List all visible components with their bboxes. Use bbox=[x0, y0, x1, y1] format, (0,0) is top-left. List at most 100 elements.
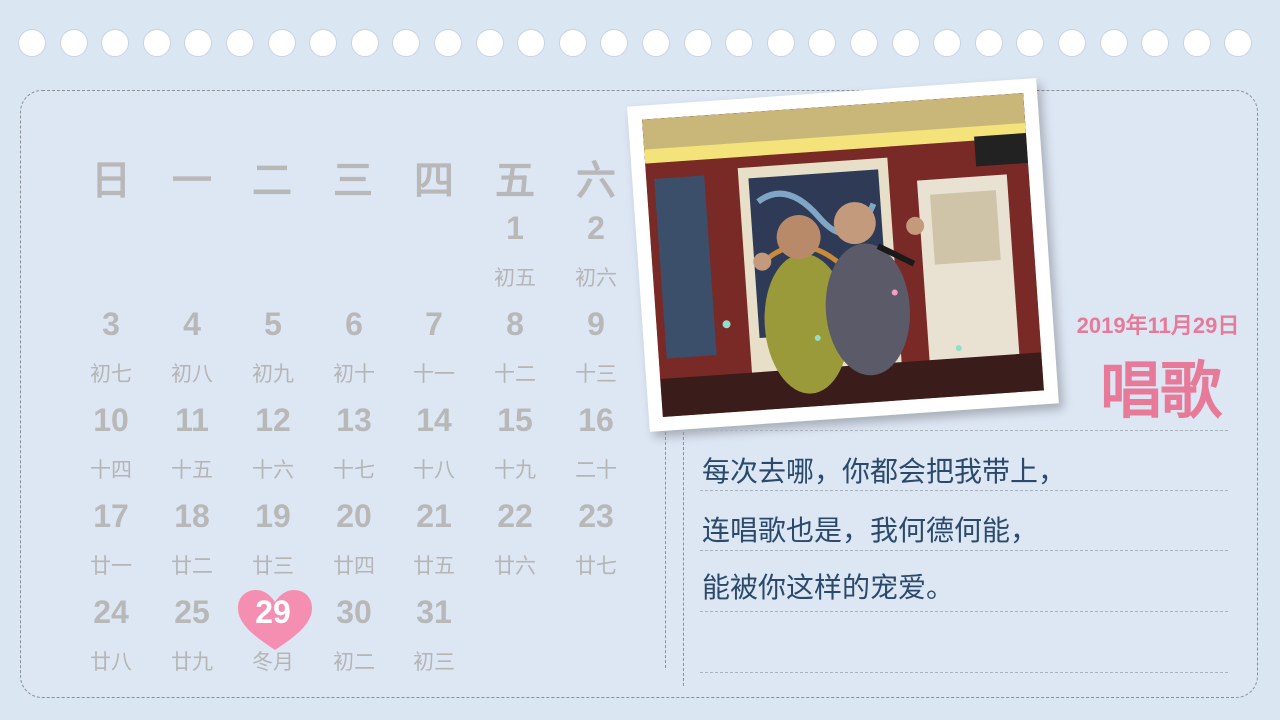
lunar-date: 初二 bbox=[333, 650, 375, 674]
weekday-sun: 日 bbox=[91, 157, 131, 204]
lunar-date: 廿一 bbox=[90, 554, 132, 578]
weekday-wed: 三 bbox=[333, 157, 373, 204]
lunar-date: 十二 bbox=[494, 362, 536, 386]
ruled-line bbox=[700, 550, 1228, 551]
binder-hole bbox=[766, 29, 795, 57]
lunar-date: 廿三 bbox=[252, 554, 294, 578]
day-number[interactable]: 11 bbox=[175, 402, 209, 438]
day-number[interactable]: 25 bbox=[174, 594, 210, 630]
lunar-date: 十三 bbox=[575, 362, 617, 386]
day-number-selected[interactable]: 29 bbox=[255, 594, 291, 630]
ruled-line bbox=[700, 430, 1228, 431]
binder-hole bbox=[642, 29, 670, 57]
weekday-fri: 五 bbox=[495, 157, 535, 204]
binder-hole bbox=[392, 29, 421, 57]
binder-hole bbox=[1058, 29, 1086, 57]
day-number[interactable]: 6 bbox=[345, 306, 363, 342]
photo-frame bbox=[627, 78, 1059, 432]
lunar-date: 十一 bbox=[413, 362, 455, 386]
lunar-date: 廿八 bbox=[90, 650, 132, 674]
binder-hole bbox=[1016, 29, 1045, 57]
lunar-date: 冬月 bbox=[252, 650, 294, 674]
binder-hole bbox=[1182, 29, 1211, 57]
day-number[interactable]: 15 bbox=[497, 402, 533, 438]
binder-hole bbox=[475, 29, 504, 57]
lunar-date: 十九 bbox=[494, 458, 536, 482]
binder-hole bbox=[18, 29, 46, 57]
lunar-date: 廿七 bbox=[575, 554, 617, 578]
binder-hole bbox=[59, 29, 88, 57]
binder-hole bbox=[184, 29, 213, 57]
karaoke-photo bbox=[642, 93, 1044, 417]
binder-hole bbox=[101, 29, 130, 57]
page-title: 唱歌 bbox=[1100, 354, 1222, 427]
day-number[interactable]: 9 bbox=[587, 306, 605, 342]
lunar-date: 廿九 bbox=[171, 650, 213, 674]
heart-icon bbox=[236, 588, 314, 652]
lunar-date: 廿二 bbox=[171, 554, 213, 578]
binder-hole bbox=[350, 29, 379, 57]
binder-hole bbox=[267, 29, 296, 57]
binder-hole bbox=[850, 29, 878, 57]
day-number[interactable]: 20 bbox=[336, 498, 372, 534]
binder-hole bbox=[558, 29, 587, 57]
day-number[interactable]: 19 bbox=[255, 498, 291, 534]
day-number[interactable]: 14 bbox=[416, 402, 452, 438]
divider-vertical bbox=[683, 432, 684, 686]
day-number[interactable]: 17 bbox=[93, 498, 129, 534]
weekday-mon: 一 bbox=[172, 157, 212, 204]
ruled-line bbox=[700, 490, 1228, 491]
day-number[interactable]: 13 bbox=[336, 402, 372, 438]
binder-hole bbox=[434, 29, 462, 57]
divider-vertical bbox=[665, 432, 666, 668]
lunar-date: 十五 bbox=[171, 458, 213, 482]
binder-hole bbox=[683, 29, 712, 57]
day-number[interactable]: 12 bbox=[255, 402, 291, 438]
binder-hole bbox=[974, 29, 1003, 57]
lunar-date: 初九 bbox=[252, 362, 294, 386]
day-number[interactable]: 22 bbox=[497, 498, 533, 534]
lunar-date: 廿六 bbox=[494, 554, 536, 578]
lunar-date: 初八 bbox=[171, 362, 213, 386]
binder-hole bbox=[142, 29, 171, 57]
lunar-date: 初六 bbox=[575, 266, 617, 290]
day-number[interactable]: 5 bbox=[264, 306, 282, 342]
day-number[interactable]: 3 bbox=[102, 306, 120, 342]
day-number[interactable]: 4 bbox=[183, 306, 201, 342]
day-number[interactable]: 18 bbox=[174, 498, 210, 534]
day-number[interactable]: 7 bbox=[425, 306, 443, 342]
day-number[interactable]: 16 bbox=[578, 402, 614, 438]
day-number[interactable]: 23 bbox=[578, 498, 614, 534]
day-number[interactable]: 30 bbox=[336, 594, 372, 630]
binder-hole bbox=[725, 29, 754, 57]
lunar-date: 二十 bbox=[575, 458, 617, 482]
lunar-date: 廿四 bbox=[333, 554, 375, 578]
day-number[interactable]: 24 bbox=[93, 594, 129, 630]
day-number[interactable]: 2 bbox=[587, 210, 605, 246]
weekday-thu: 四 bbox=[414, 157, 454, 204]
binder-hole bbox=[600, 29, 629, 57]
lunar-date: 十七 bbox=[333, 458, 375, 482]
binder-hole bbox=[309, 29, 338, 57]
ruled-line bbox=[700, 672, 1228, 673]
day-number[interactable]: 31 bbox=[416, 594, 452, 630]
note-line: 每次去哪，你都会把我带上， bbox=[702, 455, 1067, 488]
day-number[interactable]: 1 bbox=[506, 210, 524, 246]
ruled-line bbox=[700, 611, 1228, 612]
day-number[interactable]: 8 bbox=[506, 306, 524, 342]
binder-hole bbox=[226, 29, 254, 57]
day-number[interactable]: 21 bbox=[416, 498, 452, 534]
lunar-date: 十四 bbox=[90, 458, 132, 482]
binder-holes bbox=[18, 29, 1268, 59]
date-label: 2019年11月29日 bbox=[1076, 313, 1240, 338]
lunar-date: 初七 bbox=[90, 362, 132, 386]
weekday-sat: 六 bbox=[576, 157, 616, 204]
lunar-date: 初五 bbox=[494, 266, 536, 290]
lunar-date: 十六 bbox=[252, 458, 294, 482]
binder-hole bbox=[517, 29, 546, 57]
day-number[interactable]: 10 bbox=[93, 402, 129, 438]
lunar-date: 十八 bbox=[413, 458, 455, 482]
binder-hole bbox=[933, 29, 962, 57]
binder-hole bbox=[808, 29, 837, 57]
binder-hole bbox=[1224, 29, 1253, 57]
